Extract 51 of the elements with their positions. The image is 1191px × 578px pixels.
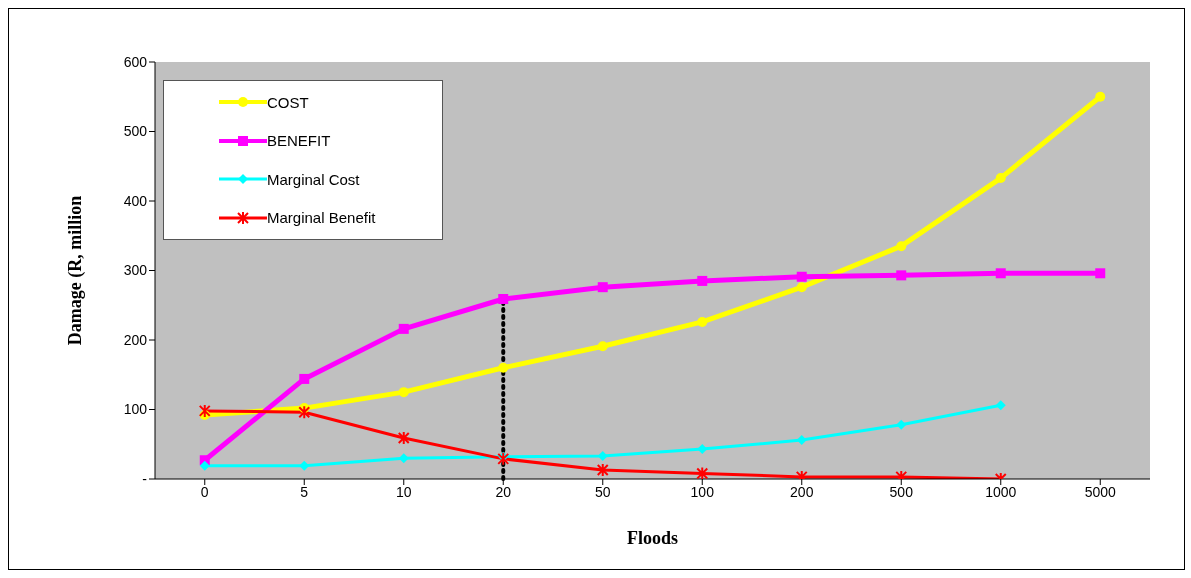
x-tick-label: 200 — [790, 483, 814, 500]
point — [995, 400, 1006, 411]
point — [896, 270, 907, 281]
legend-label: COST — [267, 93, 309, 111]
y-tick-label: 600 — [123, 53, 148, 70]
x-tick-label: 10 — [395, 483, 412, 500]
point — [995, 173, 1006, 184]
x-tick-label: 5000 — [1084, 483, 1117, 500]
y-tick-label: 400 — [123, 192, 148, 209]
point — [796, 282, 807, 293]
point — [796, 271, 807, 282]
legend-label: Marginal Benefit — [267, 209, 376, 227]
point — [1095, 91, 1106, 102]
point — [198, 403, 211, 418]
y-tick-label: 200 — [123, 331, 148, 348]
point — [299, 460, 310, 471]
point — [299, 373, 310, 384]
point — [199, 460, 210, 471]
point — [696, 466, 709, 479]
x-tick-label: 0 — [200, 483, 209, 500]
point — [896, 419, 907, 430]
y-tick-label: 500 — [123, 123, 148, 140]
point — [596, 462, 609, 477]
point — [697, 316, 708, 327]
x-tick-label: 50 — [594, 483, 611, 500]
point — [298, 405, 311, 420]
point — [597, 341, 608, 352]
point — [497, 451, 510, 466]
point — [597, 282, 608, 293]
point — [398, 453, 409, 464]
y-tick-label: 100 — [123, 401, 148, 418]
x-tick-label: 500 — [889, 483, 914, 500]
point — [995, 268, 1006, 279]
x-tick-label: 20 — [495, 483, 512, 500]
x-tick-label: 1000 — [985, 483, 1017, 500]
point — [1095, 268, 1106, 279]
point — [896, 241, 907, 252]
x-axis-title: Floods — [626, 528, 679, 548]
legend-label: BENEFIT — [267, 132, 331, 150]
x-tick-label: 100 — [690, 483, 715, 500]
y-tick-label: - — [142, 470, 148, 487]
y-tick-label: 300 — [123, 262, 148, 279]
point — [498, 294, 509, 304]
point — [498, 362, 509, 373]
point — [398, 387, 409, 398]
legend-label: Marginal Cost — [267, 170, 360, 188]
y-axis-title: Damage (R, million — [65, 195, 87, 346]
point — [397, 430, 410, 445]
x-tick-label: 5 — [300, 483, 309, 500]
point — [697, 275, 708, 286]
point — [398, 323, 409, 334]
